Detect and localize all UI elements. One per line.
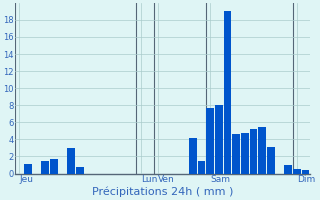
Bar <box>50 159 58 174</box>
Bar <box>67 148 75 174</box>
Bar <box>189 138 196 174</box>
Bar <box>293 169 301 174</box>
Bar <box>258 127 266 174</box>
Bar <box>267 147 275 174</box>
Bar <box>215 105 223 174</box>
Bar <box>232 134 240 174</box>
Bar <box>41 161 49 174</box>
Bar <box>284 165 292 174</box>
Bar <box>197 161 205 174</box>
X-axis label: Précipitations 24h ( mm ): Précipitations 24h ( mm ) <box>92 187 233 197</box>
Bar <box>250 129 257 174</box>
Bar <box>302 170 309 174</box>
Bar <box>224 11 231 174</box>
Bar <box>24 164 32 174</box>
Bar <box>241 133 249 174</box>
Bar <box>76 167 84 174</box>
Bar <box>206 108 214 174</box>
